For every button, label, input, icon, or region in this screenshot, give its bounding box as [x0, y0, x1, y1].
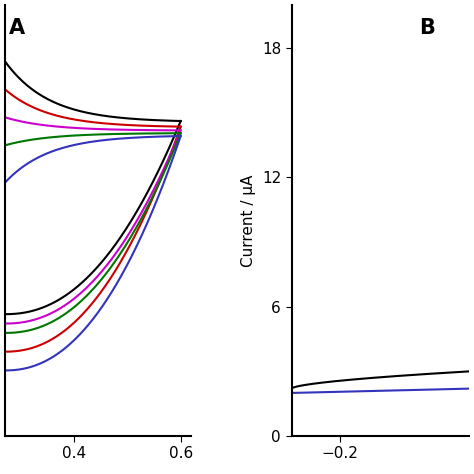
Y-axis label: Current / μA: Current / μA [241, 174, 256, 266]
Text: B: B [419, 18, 436, 37]
Text: A: A [9, 18, 25, 37]
